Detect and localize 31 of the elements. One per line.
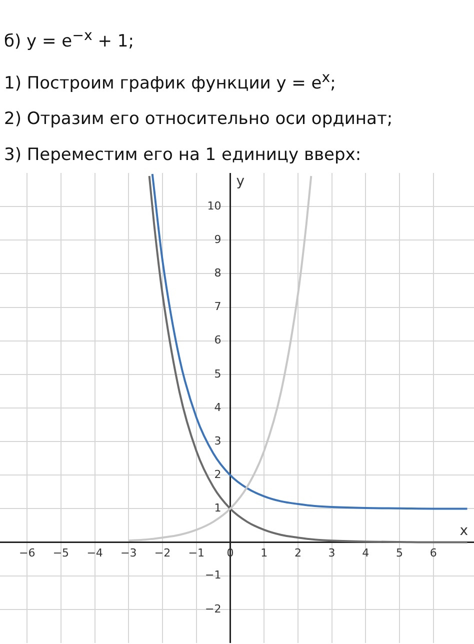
x-tick-label: −1 — [188, 546, 204, 560]
x-tick-label: −3 — [120, 546, 137, 560]
x-tick-label: −4 — [86, 546, 103, 560]
x-tick-label: 6 — [430, 546, 437, 560]
y-tick-label: 7 — [214, 300, 222, 314]
y-tick-label: 8 — [214, 266, 222, 280]
x-tick-label: 5 — [396, 546, 404, 560]
line-series — [128, 175, 312, 542]
x-tick-label: 4 — [362, 546, 370, 560]
y-axis-title: y — [236, 174, 245, 190]
text: 1) Построим график функции y = e$^{x}$; — [4, 68, 337, 96]
text: 3) Переместим его на 1 единицу вверх: — [4, 144, 362, 168]
x-tick-label: 3 — [328, 546, 336, 560]
x-tick-label: 1 — [260, 546, 268, 560]
y-tick-label: 1 — [214, 502, 222, 515]
x-tick-label: 2 — [294, 546, 302, 560]
x-tick-label: −5 — [52, 546, 70, 560]
x-tick-label: −2 — [154, 546, 171, 560]
y-tick-label: 9 — [214, 233, 222, 246]
x-tick-label: −6 — [18, 546, 36, 560]
y-tick-label: 3 — [214, 434, 222, 448]
y-tick-label: 4 — [214, 401, 222, 414]
text: 2) Отразим его относительно оси ординат; — [4, 108, 394, 132]
y-tick-label: 10 — [207, 200, 222, 213]
y-tick-label: −1 — [205, 569, 222, 582]
y-tick-label: 2 — [214, 468, 222, 482]
y-tick-label: 5 — [214, 368, 222, 381]
x-axis-title: x — [460, 523, 468, 540]
chart-title: б) y = e$^{−x}$ + 1; — [4, 27, 135, 54]
y-tick-label: 6 — [214, 334, 222, 348]
y-tick-label: −2 — [205, 602, 222, 616]
